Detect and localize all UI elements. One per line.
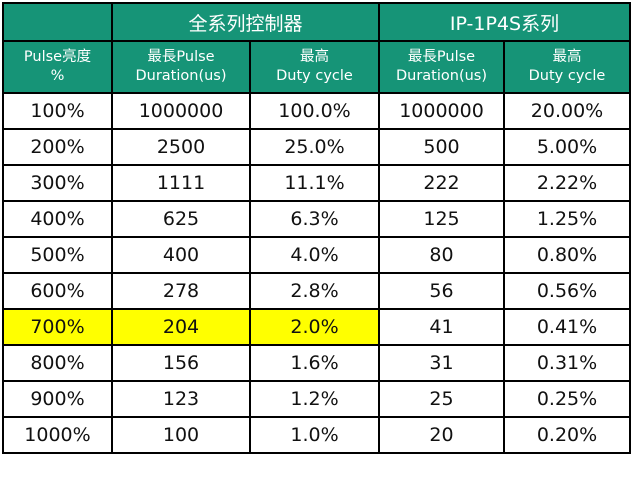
table-row: 1000% 100 1.0% 20 0.20% <box>2 416 631 454</box>
cell-ip-duty: 0.80% <box>503 236 631 274</box>
col-header-all-duration: 最長Pulse Duration(us) <box>111 40 251 94</box>
cell-ip-duration: 56 <box>378 272 505 310</box>
cell-pulse: 100% <box>2 92 113 130</box>
col-header-pulse-line1: Pulse亮度 <box>23 49 92 65</box>
table-header: 全系列控制器 IP-1P4S系列 Pulse亮度 % 最長Pulse Durat… <box>2 2 631 94</box>
cell-all-duration: 123 <box>111 380 251 418</box>
cell-ip-duration: 80 <box>378 236 505 274</box>
cell-all-duration: 1000000 <box>111 92 251 130</box>
cell-all-duty: 2.8% <box>249 272 380 310</box>
cell-all-duty: 4.0% <box>249 236 380 274</box>
col-header-all-duty: 最高 Duty cycle <box>249 40 380 94</box>
cell-pulse: 1000% <box>2 416 113 454</box>
col-header-all-duty-line2: Duty cycle <box>276 68 353 84</box>
cell-pulse: 400% <box>2 200 113 238</box>
col-header-all-duty-line1: 最高 <box>300 49 329 65</box>
cell-all-duration: 2500 <box>111 128 251 166</box>
pulse-duration-table: 全系列控制器 IP-1P4S系列 Pulse亮度 % 最長Pulse Durat… <box>2 2 631 454</box>
cell-pulse: 300% <box>2 164 113 202</box>
header-group-row: 全系列控制器 IP-1P4S系列 <box>2 2 631 42</box>
cell-all-duty: 1.2% <box>249 380 380 418</box>
cell-ip-duty: 0.56% <box>503 272 631 310</box>
header-ip-1p4s-series: IP-1P4S系列 <box>378 2 631 42</box>
col-header-ip-duration: 最長Pulse Duration(us) <box>378 40 505 94</box>
cell-all-duty: 6.3% <box>249 200 380 238</box>
cell-ip-duty: 1.25% <box>503 200 631 238</box>
cell-ip-duration: 500 <box>378 128 505 166</box>
cell-all-duration-highlighted: 204 <box>111 308 251 346</box>
col-header-ip-duty-line1: 最高 <box>552 49 582 65</box>
cell-ip-duty: 20.00% <box>503 92 631 130</box>
col-header-ip-duration-line2: Duration(us) <box>395 68 488 84</box>
cell-all-duration: 100 <box>111 416 251 454</box>
table-body: 100% 1000000 100.0% 1000000 20.00% 200% … <box>2 92 631 454</box>
col-header-pulse-line2: % <box>50 68 65 84</box>
table-row: 200% 2500 25.0% 500 5.00% <box>2 128 631 166</box>
cell-ip-duration: 20 <box>378 416 505 454</box>
col-header-pulse: Pulse亮度 % <box>2 40 113 94</box>
cell-all-duty: 11.1% <box>249 164 380 202</box>
table-row: 500% 400 4.0% 80 0.80% <box>2 236 631 274</box>
cell-all-duration: 156 <box>111 344 251 382</box>
cell-ip-duration: 1000000 <box>378 92 505 130</box>
header-column-row: Pulse亮度 % 最長Pulse Duration(us) 最高 Duty c… <box>2 40 631 94</box>
cell-all-duration: 400 <box>111 236 251 274</box>
header-blank-cell <box>2 2 113 42</box>
table-row: 900% 123 1.2% 25 0.25% <box>2 380 631 418</box>
cell-ip-duty: 5.00% <box>503 128 631 166</box>
cell-ip-duty: 0.31% <box>503 344 631 382</box>
col-header-ip-duty: 最高 Duty cycle <box>503 40 631 94</box>
cell-ip-duration: 125 <box>378 200 505 238</box>
cell-ip-duty: 0.20% <box>503 416 631 454</box>
table-row: 800% 156 1.6% 31 0.31% <box>2 344 631 382</box>
cell-all-duty: 1.6% <box>249 344 380 382</box>
cell-ip-duration: 31 <box>378 344 505 382</box>
cell-pulse: 500% <box>2 236 113 274</box>
col-header-all-duration-line2: Duration(us) <box>135 68 227 84</box>
cell-all-duration: 1111 <box>111 164 251 202</box>
cell-ip-duty: 0.25% <box>503 380 631 418</box>
cell-all-duty: 25.0% <box>249 128 380 166</box>
cell-pulse: 800% <box>2 344 113 382</box>
cell-ip-duration: 25 <box>378 380 505 418</box>
cell-ip-duration: 41 <box>378 308 505 346</box>
table-row: 300% 1111 11.1% 222 2.22% <box>2 164 631 202</box>
cell-ip-duty: 2.22% <box>503 164 631 202</box>
cell-pulse: 900% <box>2 380 113 418</box>
col-header-ip-duty-line2: Duty cycle <box>528 68 606 84</box>
col-header-all-duration-line1: 最長Pulse <box>147 49 215 65</box>
cell-pulse: 200% <box>2 128 113 166</box>
cell-ip-duration: 222 <box>378 164 505 202</box>
cell-all-duration: 625 <box>111 200 251 238</box>
cell-pulse-highlighted: 700% <box>2 308 113 346</box>
cell-all-duration: 278 <box>111 272 251 310</box>
cell-ip-duty: 0.41% <box>503 308 631 346</box>
cell-all-duty: 1.0% <box>249 416 380 454</box>
cell-all-duty: 100.0% <box>249 92 380 130</box>
cell-pulse: 600% <box>2 272 113 310</box>
table-row: 600% 278 2.8% 56 0.56% <box>2 272 631 310</box>
col-header-ip-duration-line1: 最長Pulse <box>407 49 476 65</box>
cell-all-duty-highlighted: 2.0% <box>249 308 380 346</box>
table-row: 100% 1000000 100.0% 1000000 20.00% <box>2 92 631 130</box>
table-row: 400% 625 6.3% 125 1.25% <box>2 200 631 238</box>
table-row-highlighted: 700% 204 2.0% 41 0.41% <box>2 308 631 346</box>
header-all-controllers: 全系列控制器 <box>111 2 380 42</box>
